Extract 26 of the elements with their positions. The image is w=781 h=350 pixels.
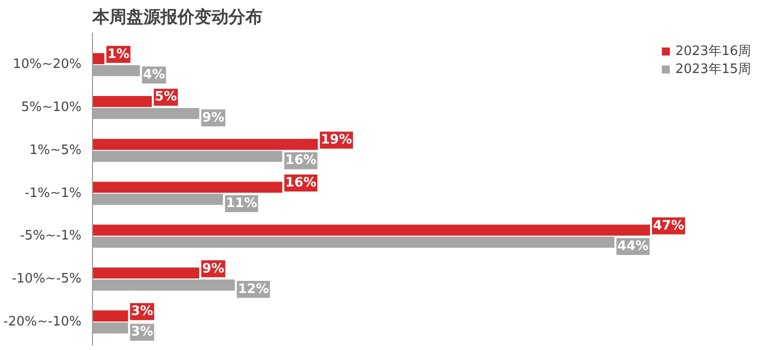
data-label: 9% bbox=[202, 261, 224, 276]
y-tick-label: 5%~10% bbox=[21, 100, 82, 116]
y-tick-label: 10%~20% bbox=[12, 57, 82, 72]
data-label: 9% bbox=[202, 110, 224, 126]
data-label: 19% bbox=[320, 132, 352, 148]
data-label: 16% bbox=[285, 153, 316, 168]
data-label: 47% bbox=[653, 218, 684, 234]
data-label: 3% bbox=[131, 324, 154, 340]
bar bbox=[92, 194, 223, 205]
data-label: 5% bbox=[154, 90, 177, 105]
data-label: 1% bbox=[107, 46, 130, 62]
data-label: 4% bbox=[142, 67, 166, 82]
y-tick-label: 1%~5% bbox=[29, 142, 82, 158]
bar bbox=[92, 224, 650, 236]
data-label: 11% bbox=[226, 196, 258, 212]
chart-title: 本周盘源报价变动分布 bbox=[92, 8, 262, 28]
y-tick-label: -1%~1% bbox=[24, 186, 82, 201]
data-label: 44% bbox=[617, 238, 649, 254]
y-tick-label: -10%~-5% bbox=[12, 272, 82, 287]
legend-label: 2023年15周 bbox=[675, 61, 751, 78]
data-label: 16% bbox=[285, 175, 316, 190]
y-tick-label: -20%~-10% bbox=[3, 314, 82, 330]
data-label: 3% bbox=[131, 304, 154, 320]
legend-label: 2023年16周 bbox=[675, 43, 751, 60]
y-tick-label: -5%~-1% bbox=[20, 228, 82, 244]
data-label: 12% bbox=[238, 282, 269, 297]
